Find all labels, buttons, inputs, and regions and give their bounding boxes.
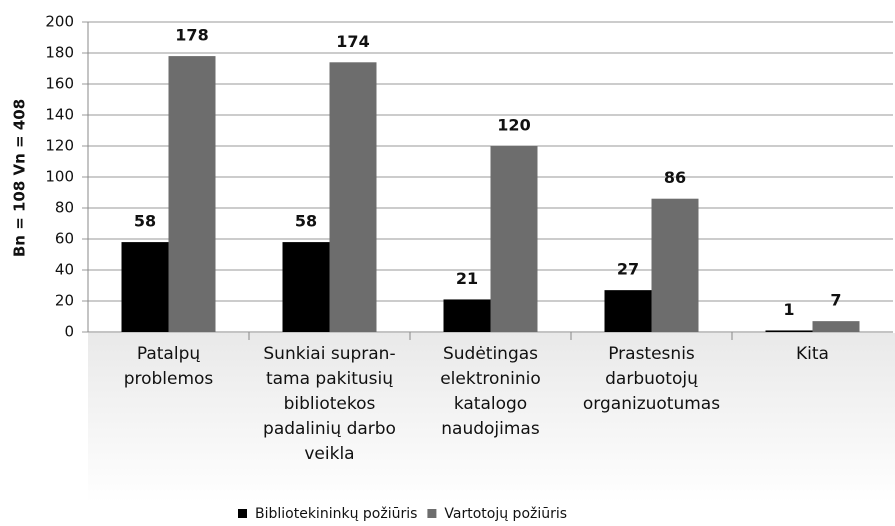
legend-label: Vartotojų požiūris bbox=[444, 506, 567, 522]
y-tick-label: 120 bbox=[45, 137, 74, 155]
value-label: 58 bbox=[295, 212, 317, 231]
y-tick-label: 0 bbox=[64, 323, 74, 341]
x-tick-label: Prastesnis bbox=[608, 344, 695, 364]
x-tick-label: Kita bbox=[796, 344, 829, 364]
y-tick-label: 100 bbox=[45, 168, 74, 186]
value-label: 1 bbox=[783, 300, 794, 319]
y-tick-label: 60 bbox=[55, 230, 74, 248]
value-label: 58 bbox=[134, 212, 156, 231]
bar bbox=[812, 321, 860, 332]
y-tick-label: 40 bbox=[55, 261, 74, 279]
value-label: 27 bbox=[617, 260, 639, 279]
x-tick-label: Patalpų bbox=[137, 344, 201, 364]
bar bbox=[168, 56, 216, 332]
x-tick-label: tama pakitusių bbox=[266, 369, 393, 389]
x-tick-label: veikla bbox=[304, 444, 354, 464]
x-tick-label: Sudėtingas bbox=[443, 344, 538, 364]
value-label: 86 bbox=[664, 168, 686, 187]
value-label: 120 bbox=[497, 116, 530, 135]
bar bbox=[765, 330, 813, 332]
category-band bbox=[88, 333, 895, 503]
x-tick-label: elektroninio bbox=[440, 369, 541, 389]
bar bbox=[604, 290, 652, 332]
x-tick-label: Sunkiai supran- bbox=[263, 344, 395, 364]
y-axis-label: Bn = 108 Vn = 408 bbox=[11, 99, 29, 257]
y-tick-label: 180 bbox=[45, 44, 74, 62]
bar bbox=[329, 62, 377, 333]
y-tick-label: 200 bbox=[45, 13, 74, 31]
x-tick-label: darbuotojų bbox=[605, 369, 698, 389]
y-tick-label: 140 bbox=[45, 106, 74, 124]
x-tick-label: padalinių darbo bbox=[263, 419, 396, 439]
x-tick-label: naudojimas bbox=[441, 419, 540, 439]
value-label: 21 bbox=[456, 269, 478, 288]
legend-swatch bbox=[427, 509, 437, 518]
x-tick-label: bibliotekos bbox=[284, 394, 376, 414]
bar bbox=[651, 198, 699, 332]
value-label: 178 bbox=[175, 26, 208, 45]
x-tick-label: problemos bbox=[124, 369, 214, 389]
y-tick-label: 20 bbox=[55, 292, 74, 310]
bar bbox=[490, 146, 538, 332]
bar bbox=[443, 299, 491, 332]
bar bbox=[121, 242, 169, 332]
x-tick-label: organizuotumas bbox=[583, 394, 720, 414]
x-tick-label: katalogo bbox=[454, 394, 527, 414]
y-tick-label: 160 bbox=[45, 75, 74, 93]
legend-swatch bbox=[238, 509, 247, 518]
y-tick-label: 80 bbox=[55, 199, 74, 217]
value-label: 174 bbox=[336, 32, 369, 51]
legend-label: Bibliotekininkų požiūris bbox=[255, 506, 417, 522]
value-label: 7 bbox=[830, 291, 841, 310]
bar bbox=[282, 242, 330, 332]
